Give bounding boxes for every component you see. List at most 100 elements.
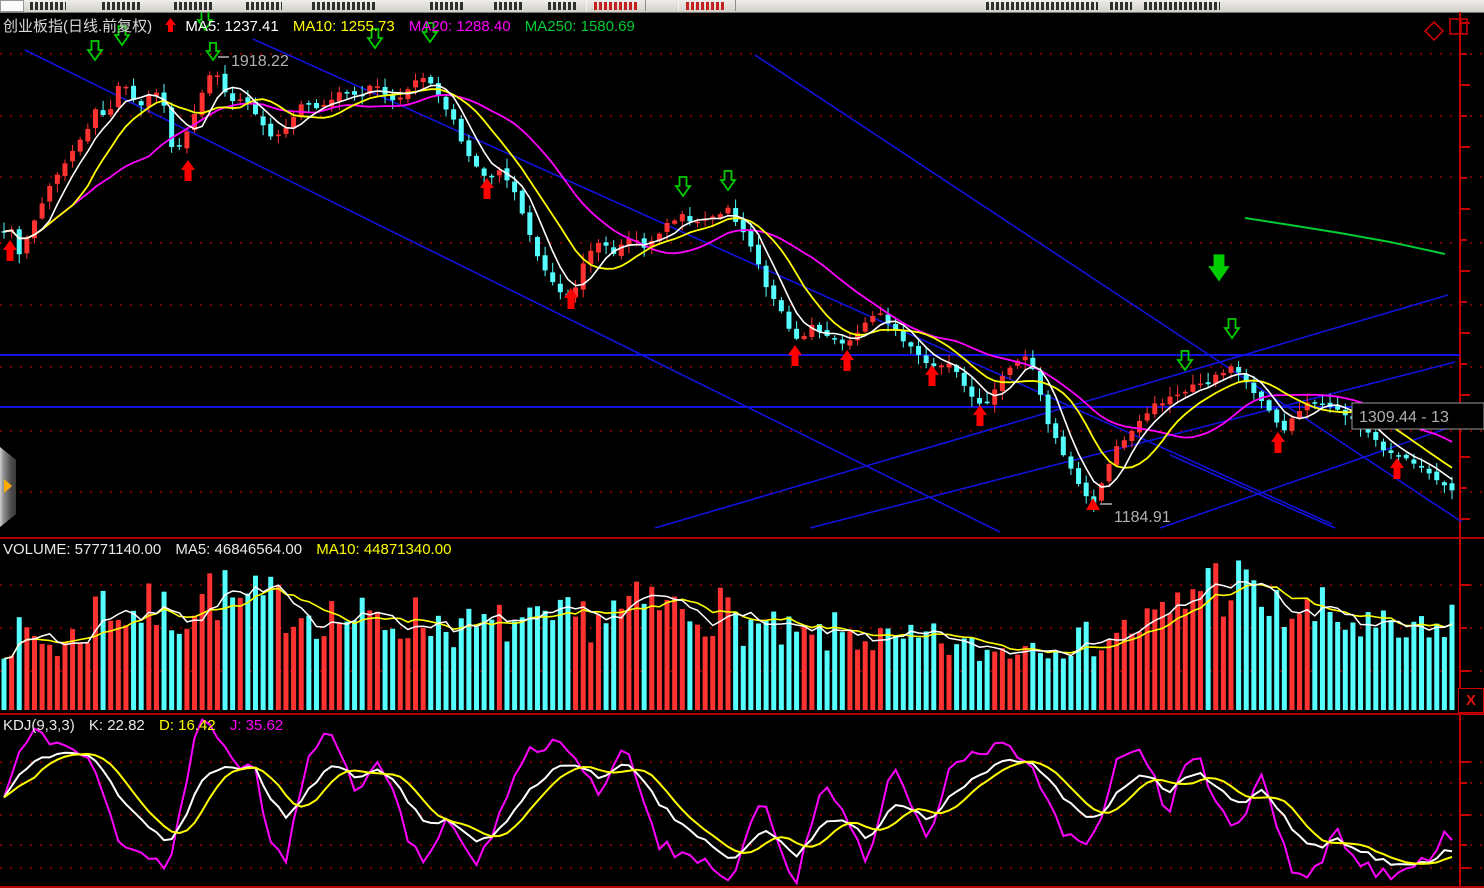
candle-body xyxy=(999,376,1005,392)
volume-bar xyxy=(976,660,982,710)
candle-body xyxy=(1335,404,1341,410)
menu-item-red[interactable] xyxy=(594,2,638,10)
volume-bar xyxy=(1083,621,1089,710)
candle-body xyxy=(275,134,281,137)
menu-status-text xyxy=(1110,2,1132,10)
candle-body xyxy=(992,389,998,405)
main-chart-canvas[interactable]: 1918.22 1184.91 1309.44 - 13 xyxy=(0,12,1484,537)
volume-bar xyxy=(199,593,205,710)
volume-bar xyxy=(138,622,144,710)
volume-bar xyxy=(153,625,159,710)
candle-body xyxy=(336,92,342,102)
volume-bar xyxy=(961,638,967,710)
close-indicator-button[interactable]: X xyxy=(1458,688,1484,713)
candle-body xyxy=(740,219,746,233)
volume-bar xyxy=(451,647,457,710)
menu-item[interactable] xyxy=(494,2,524,10)
candle-body xyxy=(77,139,83,152)
volume-bar xyxy=(885,628,891,710)
candle-body xyxy=(1281,420,1287,431)
candle-body xyxy=(862,322,868,332)
menu-item[interactable] xyxy=(312,2,376,10)
trend-line xyxy=(754,54,1463,523)
candle-body xyxy=(1159,403,1165,406)
menu-item[interactable] xyxy=(548,2,576,10)
trend-line xyxy=(809,361,1456,529)
volume-bar xyxy=(230,597,236,710)
volume-bar xyxy=(550,620,556,710)
panel-divider[interactable] xyxy=(0,537,1484,539)
candle-body xyxy=(1236,367,1242,373)
kdj-chart-canvas[interactable] xyxy=(0,715,1484,888)
candle-body xyxy=(1380,441,1386,451)
candle-body xyxy=(816,324,822,332)
volume-bar xyxy=(1380,610,1386,710)
volume-bar xyxy=(481,614,487,710)
candle-body xyxy=(1213,374,1219,384)
moving-average-lines xyxy=(3,84,1453,488)
volume-bar xyxy=(1129,633,1135,710)
ma10-line xyxy=(3,88,1453,469)
volume-chart-canvas[interactable] xyxy=(0,539,1484,713)
candle-body xyxy=(222,73,228,93)
volume-bar xyxy=(999,648,1005,710)
kdj-j-value: J: 35.62 xyxy=(229,717,284,734)
candle-body xyxy=(374,86,380,88)
menu-button[interactable] xyxy=(678,0,736,11)
volume-bar xyxy=(9,655,15,710)
panel-divider[interactable] xyxy=(0,713,1484,715)
volume-bar xyxy=(618,608,624,710)
candle-body xyxy=(809,325,815,337)
menu-bar[interactable] xyxy=(0,0,1484,13)
menu-item-red[interactable] xyxy=(686,2,726,10)
candle-body xyxy=(1083,482,1089,497)
sidebar-flyout-handle[interactable] xyxy=(0,447,16,527)
menu-button[interactable] xyxy=(586,0,646,11)
ma10-value: MA10: 1255.73 xyxy=(292,18,395,35)
volume-bar xyxy=(1350,622,1356,710)
volume-header: VOLUME: 57771140.00 MA5: 46846564.00 MA1… xyxy=(3,541,461,559)
volume-bar xyxy=(1312,621,1318,710)
buy-signal-arrow-icon xyxy=(840,350,854,371)
volume-bar xyxy=(1365,612,1371,710)
candle-body xyxy=(717,214,723,219)
candle-body xyxy=(588,250,594,265)
volume-bar xyxy=(611,600,617,710)
volume-bar xyxy=(923,631,929,710)
sell-signal-arrow-icon xyxy=(1223,318,1241,340)
volume-bar xyxy=(862,641,868,710)
volume-bar xyxy=(1327,611,1333,710)
volume-bar xyxy=(321,636,327,710)
volume-bar xyxy=(519,617,525,710)
volume-bar xyxy=(755,623,761,710)
candle-body xyxy=(24,237,30,254)
candle-body xyxy=(679,214,685,222)
kdj-d-value: D: 16.42 xyxy=(158,717,216,734)
volume-bar xyxy=(634,581,640,710)
candle-body xyxy=(481,168,487,176)
volume-bar xyxy=(679,608,685,710)
menu-item[interactable] xyxy=(30,2,66,10)
candle-body xyxy=(687,216,693,222)
menu-item[interactable] xyxy=(246,2,282,10)
candle-body xyxy=(1319,403,1325,405)
candle-body xyxy=(1297,411,1303,419)
menu-item[interactable] xyxy=(430,2,464,10)
volume-bar xyxy=(870,650,876,710)
volume-bar xyxy=(603,623,609,710)
candle-body xyxy=(1266,400,1272,411)
volume-bar xyxy=(595,614,601,710)
menu-item[interactable] xyxy=(102,2,142,10)
volume-bar xyxy=(847,631,853,710)
volume-bar xyxy=(382,630,388,710)
volume-ma10-line xyxy=(3,583,1453,660)
volume-bar xyxy=(1060,658,1066,710)
diamond-icon xyxy=(1423,20,1445,42)
volume-ma5-value: MA5: 46846564.00 xyxy=(175,541,303,558)
volume-bar xyxy=(176,633,182,710)
volume-bar xyxy=(672,596,678,710)
menu-item[interactable] xyxy=(174,2,214,10)
volume-bar xyxy=(161,591,167,710)
kdj-d-line xyxy=(3,752,1453,865)
candle-body xyxy=(199,92,205,115)
